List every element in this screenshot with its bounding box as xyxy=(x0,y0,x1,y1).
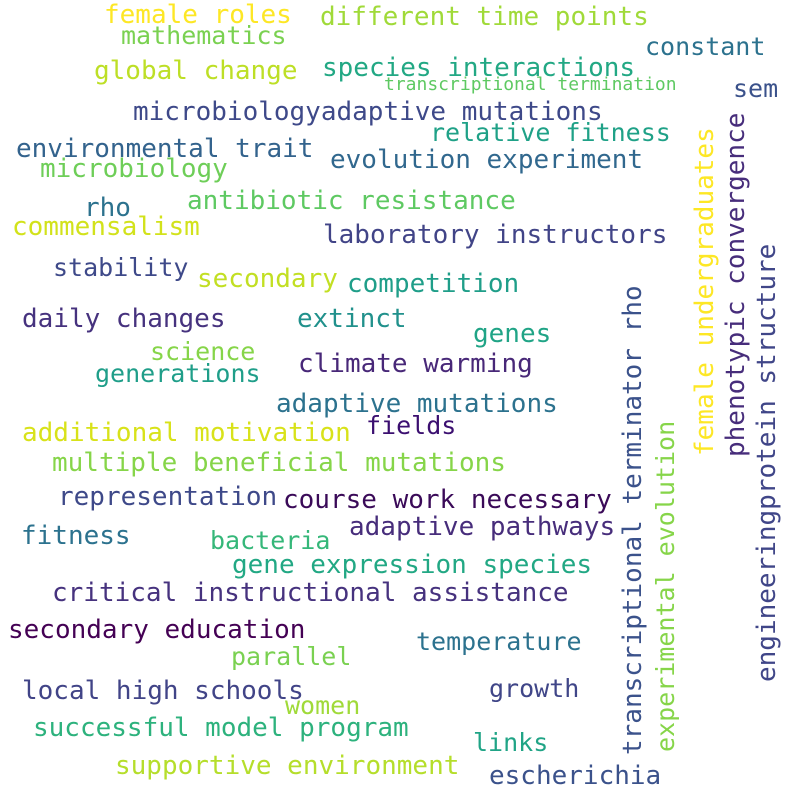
cloud-word: extinct xyxy=(297,304,407,334)
cloud-word: commensalism xyxy=(12,212,200,242)
cloud-word: evolution experiment xyxy=(330,145,644,175)
cloud-word: fitness xyxy=(21,521,131,551)
cloud-word: rho xyxy=(84,193,131,223)
cloud-word: mathematics xyxy=(121,21,287,50)
cloud-word: multiple beneficial mutations xyxy=(52,448,506,478)
cloud-word: adaptive pathways xyxy=(349,512,616,542)
cloud-word: links xyxy=(473,728,549,757)
cloud-word: female undergraduates xyxy=(690,127,720,456)
cloud-word: microbiology xyxy=(40,154,228,184)
cloud-word: transcriptional terminator rho xyxy=(618,285,648,755)
cloud-word: genes xyxy=(473,319,552,349)
cloud-word: transcriptional termination xyxy=(384,74,677,95)
cloud-word: additional motivation xyxy=(22,418,351,448)
cloud-word: parallel xyxy=(231,642,352,671)
cloud-word: experimental evolution xyxy=(651,420,680,752)
cloud-word: secondary education xyxy=(8,615,306,645)
cloud-word: phenotypic convergence xyxy=(721,112,751,457)
cloud-word: laboratory instructors xyxy=(323,220,668,250)
cloud-word: course work necessary xyxy=(283,485,612,515)
cloud-word: gene expression species xyxy=(232,550,593,580)
cloud-word: local high schools xyxy=(22,676,304,706)
cloud-word: sem xyxy=(733,74,779,103)
cloud-word: stability xyxy=(53,253,189,282)
cloud-word: global change xyxy=(94,56,298,86)
cloud-word: relative fitness xyxy=(430,118,671,147)
cloud-word: species interactions xyxy=(322,53,636,83)
cloud-word: engineeringprotein structure xyxy=(752,243,782,682)
cloud-word: different time points xyxy=(320,2,649,32)
cloud-word: critical instructional assistance xyxy=(52,578,569,608)
cloud-word: escherichia xyxy=(489,761,662,791)
cloud-word: supportive environment xyxy=(115,751,460,781)
cloud-word: secondary xyxy=(197,264,338,294)
cloud-word: successful model program xyxy=(33,713,409,743)
cloud-word: temperature xyxy=(416,627,582,656)
cloud-word: bacteria xyxy=(210,526,331,555)
cloud-word: fields xyxy=(366,411,457,440)
cloud-word: competition xyxy=(347,269,520,299)
cloud-word: female roles xyxy=(104,0,292,30)
cloud-word: antibiotic resistance xyxy=(187,186,516,216)
cloud-word: adaptive mutations xyxy=(276,389,558,419)
cloud-word: science xyxy=(150,337,256,366)
cloud-word: growth xyxy=(489,674,580,703)
cloud-word: microbiologyadaptive mutations xyxy=(133,97,603,127)
cloud-word: representation xyxy=(58,482,278,512)
cloud-word: climate warming xyxy=(298,349,533,379)
cloud-word: constant xyxy=(645,32,766,61)
cloud-word: environmental trait xyxy=(16,134,314,164)
cloud-word: daily changes xyxy=(22,304,226,334)
cloud-word: women xyxy=(285,691,361,720)
cloud-word: generations xyxy=(95,359,261,388)
